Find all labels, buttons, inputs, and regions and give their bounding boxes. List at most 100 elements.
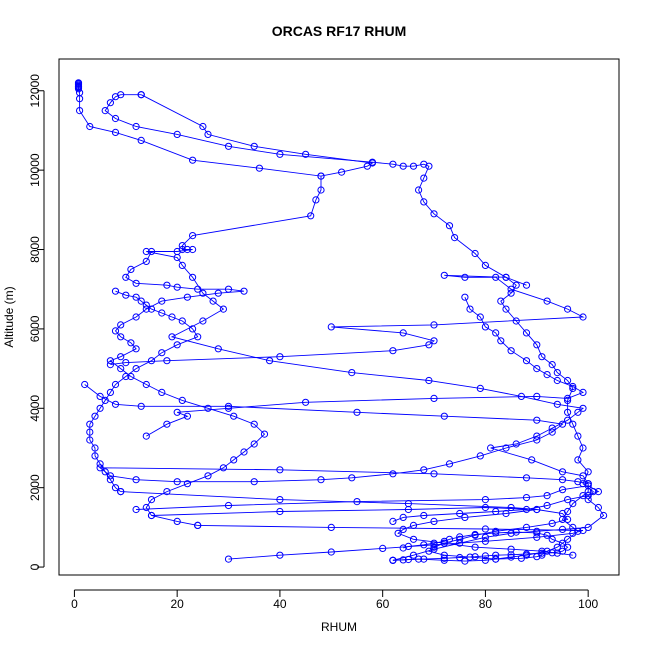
data-point [132,365,140,373]
data-point [111,287,120,295]
data-series [106,271,587,369]
y-axis-label: Altitude (m) [2,286,16,347]
data-point [240,287,248,295]
data-point [512,440,520,448]
data-point [548,424,556,432]
x-tick-label: 60 [376,597,390,611]
data-point [600,511,608,520]
data-point [327,548,335,556]
data-point [420,198,428,206]
data-point [430,543,438,551]
data-point [507,347,515,355]
data-point [507,545,515,553]
data-point [111,380,120,389]
data-point [76,107,84,115]
data-point [194,521,202,530]
data-point [122,372,130,381]
data-point [178,261,186,269]
data-point [558,509,567,518]
data-point [111,484,120,492]
data-point [502,444,510,452]
x-tick-label: 80 [479,597,493,611]
series-line [197,524,584,560]
data-point [481,537,489,545]
data-point [96,460,104,468]
data-point [117,353,125,361]
data-point [132,122,140,131]
data-point [379,544,387,553]
data-point [276,353,284,361]
data-point [189,232,197,240]
data-point [533,416,541,424]
data-point [189,245,197,254]
data-point [132,279,140,287]
data-point [86,428,94,436]
y-tick-label: 10000 [28,153,42,187]
data-point [471,249,479,258]
data-point [579,526,587,535]
x-tick-label: 0 [71,597,78,611]
data-point [579,313,587,321]
data-point [404,505,412,514]
series-line [89,290,199,492]
data-point [420,541,428,549]
data-series [101,91,608,564]
data-point [117,365,125,373]
data-point [317,476,325,484]
data-point [363,162,371,170]
data-point [548,549,556,557]
data-point [440,412,448,420]
data-point [178,242,186,250]
data-point [127,372,135,381]
data-point [533,392,541,400]
series-line [110,274,585,366]
data-point [564,535,572,543]
data-point [137,297,145,305]
data-point [492,273,500,281]
data-point [481,261,489,269]
data-point [445,222,454,230]
data-point [440,556,448,564]
data-point [533,432,541,440]
data-point [173,283,181,291]
data-point [507,285,515,293]
data-point [214,345,222,353]
data-point [522,474,531,482]
data-point [461,513,469,522]
data-point [569,382,577,391]
data-point [538,551,546,559]
data-point [420,160,428,168]
data-point [476,313,484,321]
data-point [430,517,438,526]
data-point [204,404,212,412]
data-point [348,474,356,482]
data-point [404,555,412,564]
data-point [533,505,541,514]
data-point [204,472,212,480]
data-point [307,212,315,220]
data-point [461,293,469,301]
data-point [399,329,407,337]
data-point [189,325,197,333]
data-point [522,494,531,502]
data-point [348,369,356,377]
data-point [430,539,438,547]
data-point [558,525,567,534]
x-tick-label: 100 [578,597,598,611]
data-point [168,333,176,341]
data-point [189,156,197,164]
data-point [569,420,577,428]
data-point [553,400,561,408]
data-point [461,273,469,281]
data-point [558,539,567,547]
data-point [522,550,531,558]
data-point [512,281,520,289]
data-point [224,404,233,412]
series-line [104,94,605,561]
data-point [214,289,222,297]
data-point [194,285,202,293]
data-point [219,464,227,472]
data-point [142,305,150,313]
data-point [471,530,479,539]
data-point [574,456,582,464]
